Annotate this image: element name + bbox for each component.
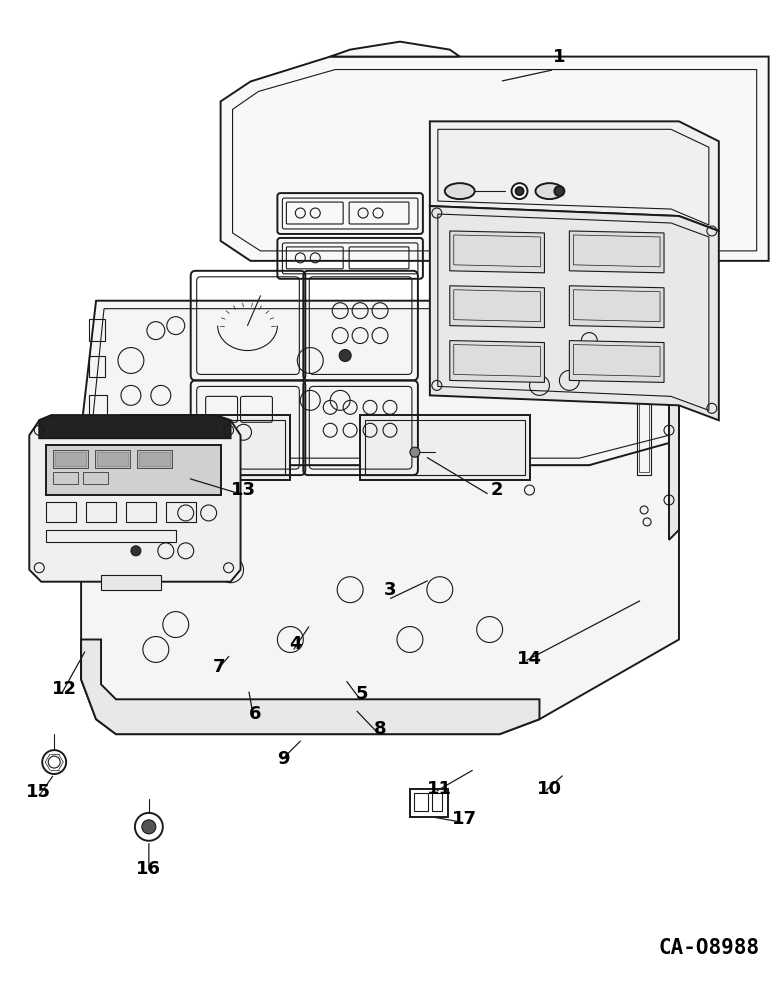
Text: 16: 16 [136, 860, 161, 878]
Polygon shape [81, 430, 86, 540]
Circle shape [135, 813, 163, 841]
Circle shape [171, 442, 181, 452]
Bar [139, 452, 170, 466]
Circle shape [131, 546, 141, 556]
Text: 10: 10 [537, 780, 562, 798]
Bar [53, 472, 78, 484]
Text: 6: 6 [250, 705, 262, 723]
Bar [89, 319, 105, 341]
Bar [86, 502, 116, 522]
Polygon shape [450, 341, 544, 382]
Text: 5: 5 [356, 685, 368, 703]
Polygon shape [221, 57, 768, 261]
Circle shape [42, 750, 66, 774]
Bar [639, 383, 649, 472]
Circle shape [339, 350, 351, 361]
Bar [83, 472, 108, 484]
Ellipse shape [445, 183, 475, 199]
Circle shape [142, 820, 156, 834]
Bar [414, 793, 428, 811]
Circle shape [516, 187, 523, 195]
Bar [637, 380, 651, 475]
Polygon shape [81, 430, 679, 734]
Bar [46, 530, 176, 542]
Circle shape [555, 186, 565, 196]
Text: 8: 8 [374, 720, 386, 738]
Text: 13: 13 [231, 481, 256, 499]
Text: 4: 4 [289, 635, 302, 653]
Polygon shape [430, 206, 719, 420]
Bar [53, 450, 88, 468]
Bar [166, 502, 196, 522]
Bar [410, 789, 448, 817]
Text: 12: 12 [51, 680, 76, 698]
Bar [89, 395, 107, 420]
Polygon shape [430, 121, 719, 231]
Text: 1: 1 [553, 48, 566, 66]
Bar [89, 480, 104, 494]
Bar [95, 450, 130, 468]
Polygon shape [121, 415, 290, 480]
Bar [55, 452, 86, 466]
Polygon shape [81, 640, 540, 734]
Bar [97, 452, 128, 466]
Text: 9: 9 [277, 750, 289, 768]
Polygon shape [360, 415, 530, 480]
Bar [137, 450, 172, 468]
Text: 7: 7 [212, 658, 225, 676]
Polygon shape [330, 42, 459, 57]
Polygon shape [450, 231, 544, 273]
Text: 3: 3 [384, 581, 396, 599]
Polygon shape [30, 415, 240, 582]
Polygon shape [569, 341, 664, 382]
Bar [46, 445, 221, 495]
Polygon shape [569, 286, 664, 328]
Bar [101, 575, 161, 590]
Polygon shape [39, 415, 231, 438]
Bar [89, 356, 105, 377]
Ellipse shape [536, 183, 563, 199]
Bar [126, 502, 156, 522]
Bar [432, 793, 441, 811]
Circle shape [410, 447, 420, 457]
Text: 14: 14 [517, 650, 542, 668]
Polygon shape [450, 286, 544, 328]
Bar [46, 502, 76, 522]
Polygon shape [81, 301, 679, 465]
Circle shape [512, 183, 527, 199]
Text: CA-O8988: CA-O8988 [658, 938, 760, 958]
Text: 15: 15 [26, 783, 51, 801]
Circle shape [48, 756, 60, 768]
Polygon shape [669, 351, 679, 540]
Text: 2: 2 [491, 481, 503, 499]
Polygon shape [569, 231, 664, 273]
Text: 11: 11 [427, 780, 452, 798]
Text: 17: 17 [452, 810, 477, 828]
